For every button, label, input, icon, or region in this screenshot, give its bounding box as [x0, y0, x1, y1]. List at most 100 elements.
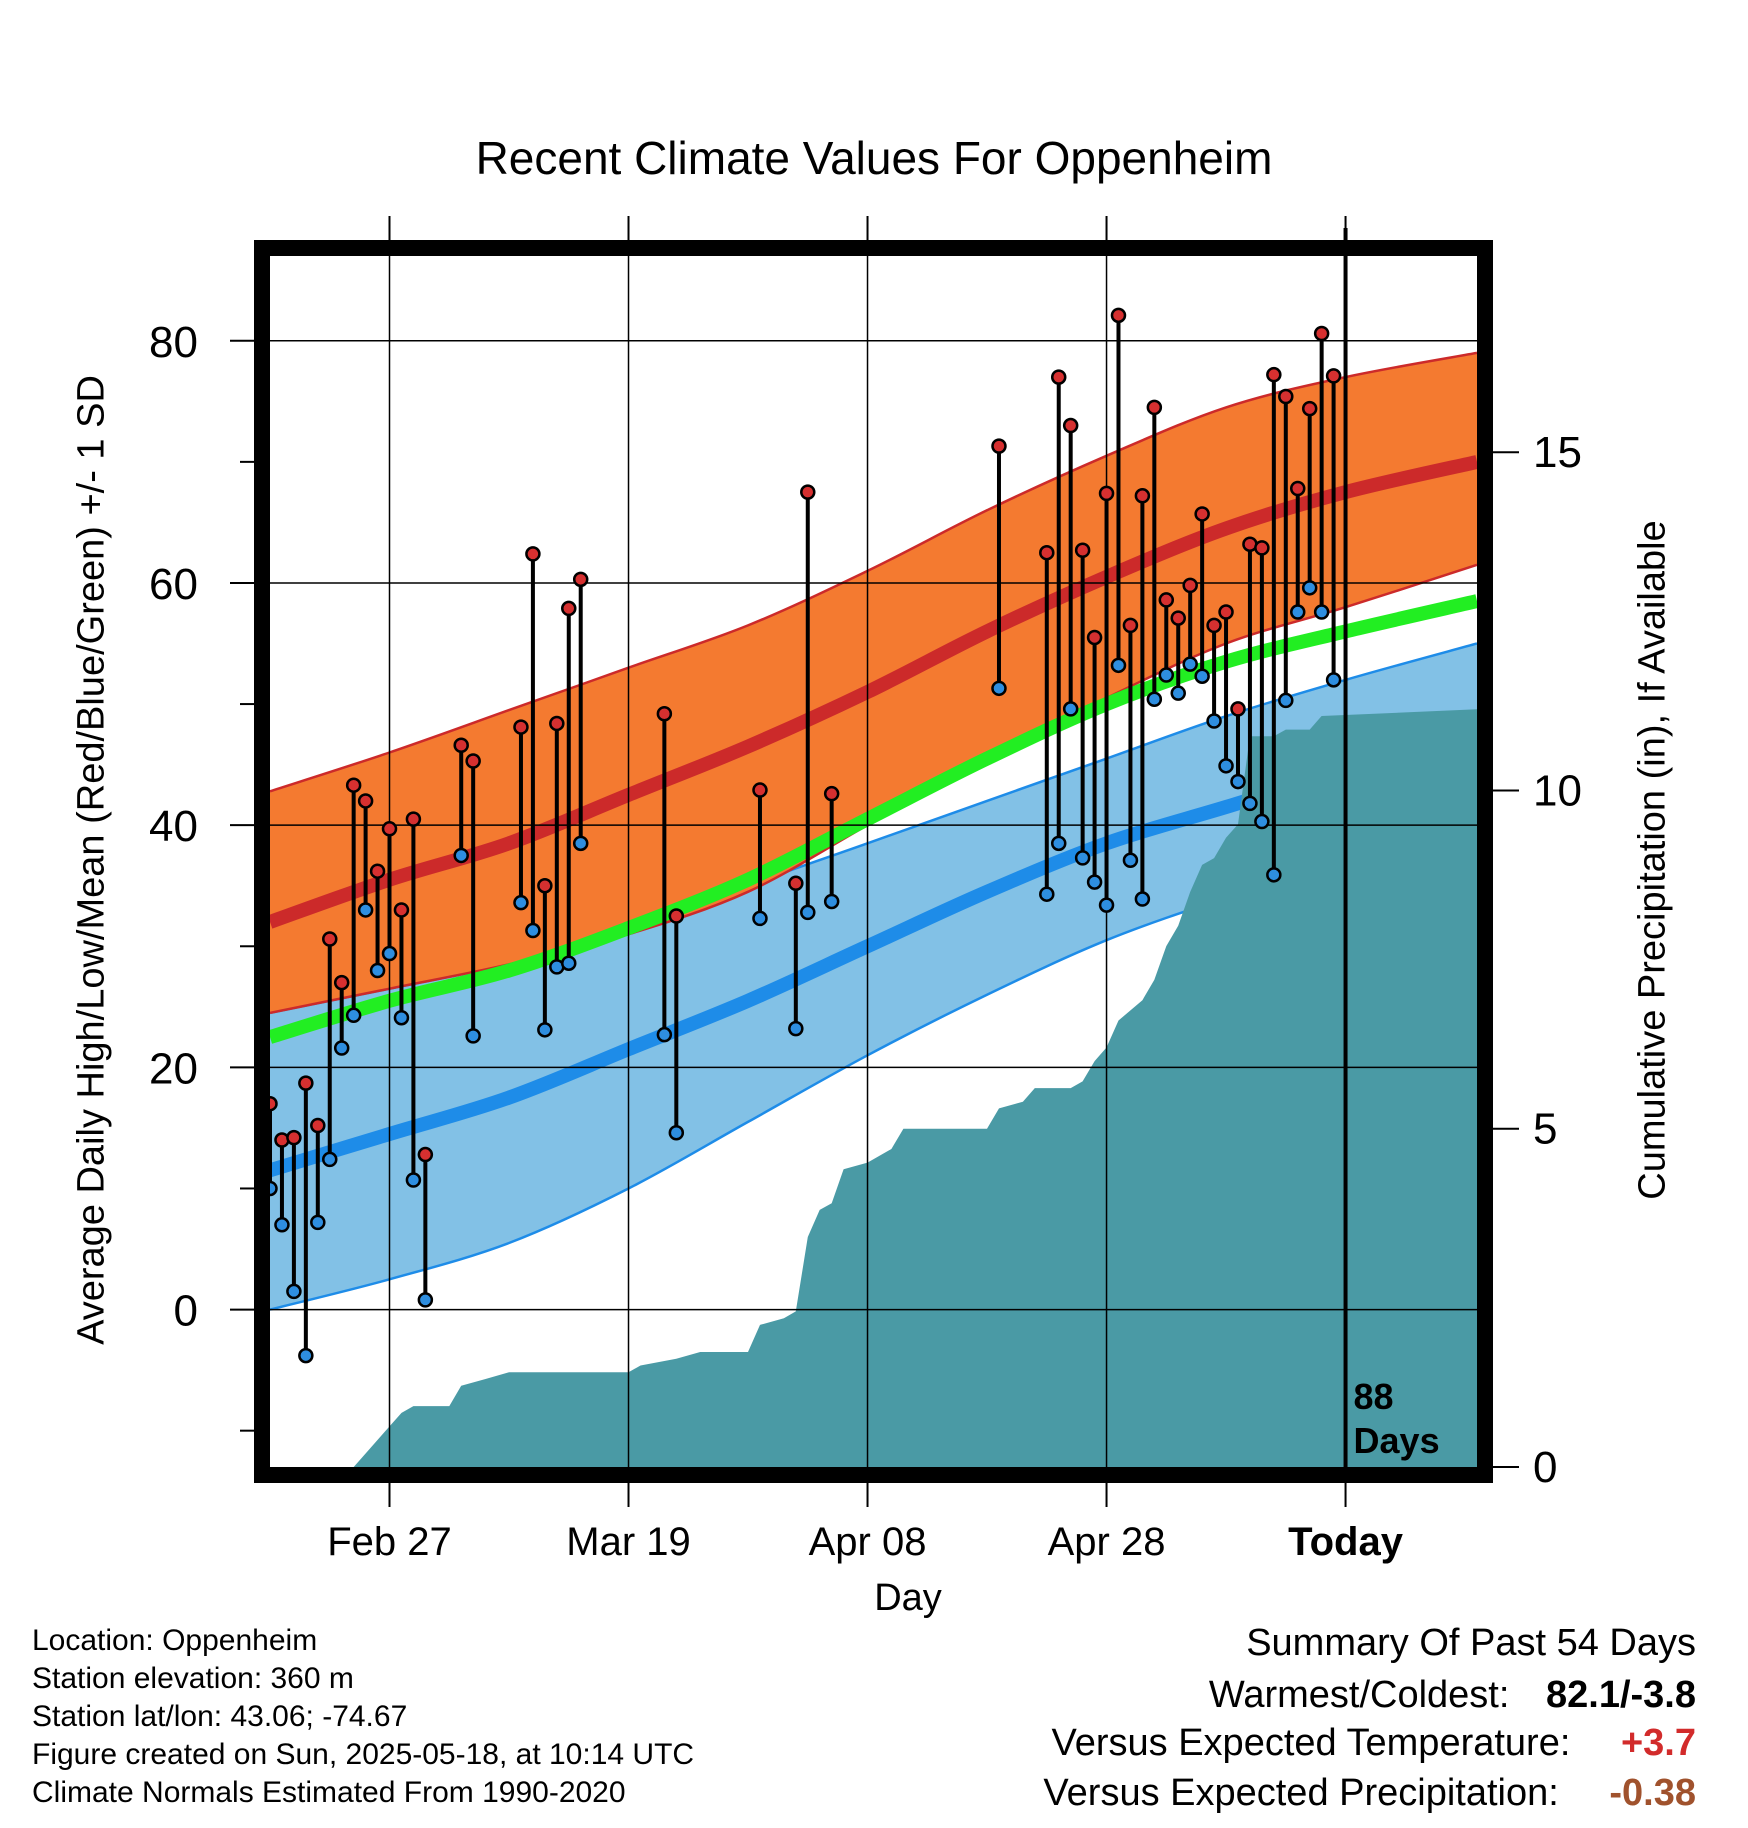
x-tick-label: Apr 08: [809, 1520, 927, 1564]
y2-axis-label: Cumulative Precipitation (in), If Availa…: [1631, 520, 1674, 1200]
x-tick-label: Mar 19: [566, 1520, 691, 1564]
summary-temp-value: +3.7: [1620, 1722, 1696, 1764]
daily-low-marker: [1278, 692, 1294, 709]
daily-high-marker: [1146, 399, 1163, 416]
daily-low-marker: [572, 835, 589, 852]
info-latlon: Station lat/lon: 43.06; -74.67: [32, 1700, 408, 1733]
daily-low-marker: [322, 1151, 338, 1168]
daily-low-marker: [1254, 813, 1270, 830]
daily-high-marker: [1134, 488, 1151, 504]
daily-high-marker: [525, 546, 541, 562]
daily-high-marker: [1206, 617, 1222, 634]
info-location: Location: Oppenheim: [32, 1624, 318, 1657]
daily-high-marker: [1254, 540, 1270, 556]
daily-low-marker: [417, 1292, 434, 1308]
daily-low-marker: [357, 902, 374, 918]
daily-low-marker: [1086, 874, 1103, 890]
daily-high-marker: [788, 875, 804, 892]
daily-high-marker: [656, 706, 673, 722]
daily-high-marker: [1182, 577, 1198, 594]
daily-high-marker: [1266, 366, 1282, 383]
daily-high-marker: [333, 974, 350, 991]
daily-high-marker: [381, 821, 398, 837]
daily-high-marker: [453, 737, 469, 753]
daily-high-marker: [572, 571, 589, 588]
daily-low-marker: [1158, 667, 1175, 683]
daily-low-marker: [333, 1040, 350, 1056]
daily-high-marker: [1194, 506, 1210, 522]
daily-high-marker: [417, 1146, 434, 1163]
x-tick-label: Apr 28: [1048, 1520, 1166, 1564]
daily-high-marker: [393, 902, 410, 918]
daily-low-marker: [991, 680, 1007, 697]
station-info: Location: Oppenheim Station elevation: 3…: [32, 1622, 694, 1812]
daily-low-marker: [465, 1028, 481, 1044]
summary-warmest-row: Warmest/Coldest: 82.1/-3.8: [1209, 1674, 1696, 1717]
y2-tick-label: 15: [1533, 428, 1582, 477]
daily-high-marker: [310, 1117, 326, 1134]
daily-low-marker: [345, 1007, 362, 1024]
daily-high-marker: [1158, 592, 1175, 608]
daily-low-marker: [1170, 685, 1186, 701]
daily-low-marker: [1146, 691, 1163, 707]
y-tick-label: 20: [149, 1044, 198, 1093]
daily-low-marker: [1301, 580, 1318, 596]
today-days-count: 88: [1354, 1376, 1394, 1417]
daily-low-marker: [270, 1180, 278, 1197]
daily-low-marker: [537, 1022, 553, 1038]
daily-low-marker: [1050, 835, 1067, 852]
info-normals: Climate Normals Estimated From 1990-2020: [32, 1776, 626, 1809]
daily-high-marker: [369, 863, 386, 879]
daily-high-marker: [345, 777, 362, 793]
plot-area: [270, 256, 1477, 1467]
daily-low-marker: [1182, 656, 1198, 672]
daily-low-marker: [1110, 657, 1127, 674]
daily-high-marker: [1289, 480, 1306, 497]
daily-high-marker: [465, 753, 481, 769]
daily-high-marker: [1218, 604, 1234, 620]
daily-high-marker: [752, 782, 768, 798]
daily-low-marker: [1218, 758, 1234, 774]
summary-temp-row: Versus Expected Temperature: +3.7: [1051, 1722, 1696, 1765]
info-elevation: Station elevation: 360 m: [32, 1662, 354, 1695]
y-tick-label: 80: [149, 318, 198, 367]
daily-low-marker: [298, 1347, 314, 1364]
daily-low-marker: [1194, 668, 1210, 684]
summary-warmest-value: 82.1/-3.8: [1546, 1674, 1696, 1716]
summary-precip-label: Versus Expected Precipitation:: [1043, 1772, 1559, 1814]
daily-low-marker: [1122, 852, 1139, 869]
today-days-label: Days: [1354, 1420, 1440, 1461]
x-axis-label: Day: [874, 1577, 942, 1619]
daily-high-marker: [1230, 701, 1246, 717]
daily-low-marker: [1313, 604, 1330, 620]
daily-low-marker: [381, 945, 398, 962]
daily-low-marker: [369, 962, 386, 979]
daily-low-marker: [1242, 795, 1258, 812]
daily-high-marker: [1278, 388, 1294, 405]
y-tick-label: 60: [149, 560, 198, 609]
daily-low-marker: [525, 922, 541, 939]
daily-high-marker: [1062, 417, 1079, 434]
y-tick-label: 40: [149, 802, 198, 851]
summary-precip-value: -0.38: [1609, 1772, 1696, 1814]
daily-high-marker: [991, 438, 1007, 454]
daily-high-marker: [1122, 617, 1139, 634]
daily-low-marker: [1134, 891, 1151, 907]
daily-low-marker: [1074, 850, 1091, 866]
daily-low-marker: [788, 1020, 804, 1037]
daily-high-marker: [357, 793, 374, 809]
daily-high-marker: [1050, 369, 1067, 385]
plot-frame: [254, 240, 1493, 1483]
daily-high-marker: [298, 1075, 314, 1091]
daily-low-marker: [668, 1125, 685, 1141]
daily-high-marker: [286, 1129, 302, 1146]
daily-high-marker: [668, 908, 685, 924]
daily-low-marker: [800, 904, 816, 921]
summary-temp-label: Versus Expected Temperature:: [1051, 1722, 1571, 1764]
daily-high-marker: [549, 715, 565, 732]
y2-tick-label: 0: [1533, 1443, 1557, 1492]
daily-low-marker: [513, 894, 529, 911]
y2-tick-label: 5: [1533, 1105, 1557, 1154]
